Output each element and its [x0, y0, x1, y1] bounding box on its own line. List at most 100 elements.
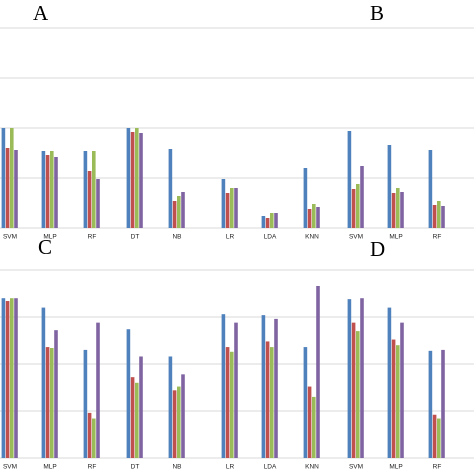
x-tick-label: LDA — [264, 464, 277, 471]
bar — [234, 322, 238, 458]
x-tick-label: RF — [88, 234, 97, 241]
x-tick-label: KNN — [305, 464, 319, 471]
bar — [400, 322, 404, 458]
x-tick-label: LDA — [264, 234, 277, 241]
bar — [177, 386, 181, 458]
x-tick-label: SVM — [349, 464, 363, 471]
bar — [441, 349, 445, 458]
x-tick-label: NB — [172, 234, 181, 241]
bar — [1, 298, 6, 458]
bar — [54, 330, 58, 458]
bar — [347, 131, 352, 228]
x-tick-label: RF — [88, 464, 97, 471]
bar — [391, 339, 396, 458]
bar — [274, 213, 278, 228]
bar — [437, 201, 441, 228]
bar — [261, 216, 266, 228]
x-tick-label: RF — [433, 464, 442, 471]
bar — [126, 128, 131, 228]
bar — [126, 329, 131, 458]
x-tick-label: SVM — [3, 234, 17, 241]
bar — [41, 151, 46, 228]
bar — [351, 322, 356, 458]
bar — [96, 322, 100, 458]
bar — [10, 298, 14, 458]
bar — [54, 157, 58, 228]
bar — [347, 299, 352, 458]
x-tick-label: LR — [226, 464, 235, 471]
x-tick-label: MLP — [389, 464, 402, 471]
x-tick-label: SVM — [349, 234, 363, 241]
bar — [387, 307, 392, 458]
bar — [87, 412, 92, 458]
bar — [1, 128, 6, 228]
bar — [261, 315, 266, 458]
bar — [307, 386, 312, 458]
x-tick-label: SVM — [3, 464, 17, 471]
bar — [172, 390, 177, 458]
bar — [50, 348, 54, 458]
x-tick-label: MLP — [389, 234, 402, 241]
bar — [441, 206, 445, 228]
bar — [14, 298, 18, 458]
bar — [360, 298, 364, 458]
bar — [177, 196, 181, 228]
bar — [83, 349, 88, 458]
bar — [87, 171, 92, 228]
bar — [396, 345, 400, 458]
bar — [400, 192, 404, 228]
bar — [135, 128, 139, 228]
bar — [139, 133, 143, 228]
bar — [270, 213, 274, 228]
bar — [356, 331, 360, 458]
x-tick-label: DT — [131, 464, 140, 471]
bar — [312, 396, 316, 458]
bar — [230, 188, 234, 228]
bar — [168, 356, 173, 458]
bar — [230, 351, 234, 458]
bar — [221, 314, 226, 458]
bar — [391, 193, 396, 228]
bar — [303, 347, 308, 458]
bar — [5, 301, 10, 458]
x-tick-label: DT — [131, 234, 140, 241]
bar — [5, 148, 10, 228]
x-tick-label: KNN — [305, 234, 319, 241]
bar — [221, 179, 226, 228]
bar — [83, 151, 88, 228]
bar — [41, 307, 46, 458]
bar — [351, 189, 356, 228]
bar — [428, 350, 433, 458]
bar — [312, 204, 316, 228]
bar — [303, 168, 308, 228]
bar — [181, 374, 185, 458]
bar — [14, 150, 18, 228]
bar — [432, 414, 437, 458]
bar — [265, 218, 270, 228]
bar — [270, 347, 274, 458]
panel-label: D — [370, 237, 385, 261]
bar — [432, 205, 437, 228]
bar — [428, 150, 433, 228]
bar — [265, 341, 270, 458]
bar — [50, 151, 54, 228]
bar — [135, 382, 139, 458]
bar — [172, 201, 177, 228]
bar — [92, 151, 96, 228]
bar — [181, 192, 185, 228]
bar — [92, 418, 96, 458]
bar — [356, 184, 360, 228]
bar — [396, 188, 400, 228]
bar — [225, 193, 230, 228]
panel-label: B — [370, 1, 384, 25]
x-tick-label: MLP — [43, 234, 56, 241]
bar — [10, 128, 14, 228]
bar — [360, 166, 364, 228]
bar — [130, 377, 135, 458]
bar — [225, 347, 230, 458]
panel-label: A — [33, 1, 49, 25]
bar — [96, 179, 100, 228]
x-tick-label: RF — [433, 234, 442, 241]
x-tick-label: MLP — [43, 464, 56, 471]
